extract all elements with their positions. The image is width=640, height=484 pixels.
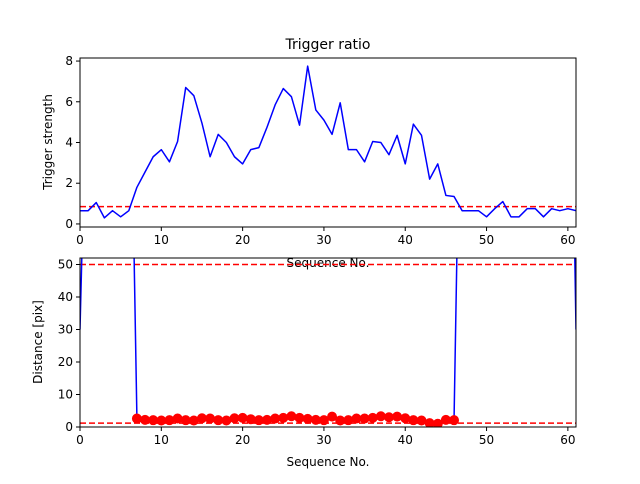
- top-x-axis-label: Sequence No.: [287, 256, 370, 270]
- data-point: [400, 413, 411, 424]
- data-point: [286, 411, 297, 422]
- y-tick-label: 50: [58, 258, 73, 272]
- y-tick-label: 4: [65, 136, 73, 150]
- bottom-axes-frame: [79, 257, 577, 428]
- data-point: [359, 413, 370, 424]
- top-axes: Trigger ratio 0 10 20 30 40 50 60 0 2 4 6 8 Sequenc…: [41, 37, 577, 270]
- data-point: [278, 412, 289, 423]
- data-point: [424, 418, 435, 427]
- data-point: [449, 415, 460, 426]
- top-series: [80, 65, 576, 219]
- data-point: [302, 413, 313, 424]
- bottom-x-axis-label: Sequence No.: [287, 455, 370, 469]
- x-tick-label: 60: [560, 233, 575, 247]
- y-tick-label: 2: [65, 176, 73, 190]
- x-tick-label: 10: [154, 233, 169, 247]
- bottom-axes: 0 10 20 30 40 50 60 0 10 20 30 40 50 Sequence No. Di…: [31, 252, 577, 469]
- top-axes-frame: [79, 57, 577, 228]
- x-tick-label: 50: [479, 233, 494, 247]
- x-tick-label: 0: [76, 433, 84, 447]
- data-point: [205, 413, 216, 424]
- data-point: [318, 415, 329, 426]
- data-point: [188, 415, 199, 426]
- top-chart-title: Trigger ratio: [284, 37, 370, 53]
- data-point: [131, 413, 142, 424]
- y-tick-label: 0: [65, 217, 73, 231]
- top-ticks: 0 10 20 30 40 50 60 0 2 4 6 8: [65, 54, 575, 247]
- data-point: [383, 412, 394, 423]
- data-point: [270, 413, 281, 424]
- x-tick-label: 20: [235, 233, 250, 247]
- y-tick-label: 40: [58, 290, 73, 304]
- y-tick-label: 8: [65, 54, 73, 68]
- y-tick-label: 0: [65, 420, 73, 434]
- data-point: [416, 415, 427, 426]
- y-tick-label: 30: [58, 323, 73, 337]
- x-tick-label: 0: [76, 233, 84, 247]
- x-tick-label: 10: [154, 433, 169, 447]
- data-point: [432, 418, 443, 427]
- data-point: [245, 414, 256, 425]
- x-tick-label: 30: [316, 433, 331, 447]
- data-point: [164, 415, 175, 426]
- data-point: [343, 415, 354, 426]
- bottom-ticks: 0 10 20 30 40 50 60 0 10 20 30 40 50: [58, 258, 576, 448]
- bottom-axes-top-mask: [80, 252, 576, 258]
- data-point: [294, 412, 305, 423]
- x-tick-label: 40: [398, 433, 413, 447]
- data-point: [221, 415, 232, 426]
- bottom-y-axis-label: Distance [pix]: [31, 300, 45, 384]
- x-tick-label: 50: [479, 433, 494, 447]
- data-point: [262, 414, 273, 425]
- data-point: [375, 411, 386, 422]
- top-y-axis-label: Trigger strength: [41, 94, 55, 191]
- y-tick-label: 6: [65, 95, 73, 109]
- data-point: [392, 411, 403, 422]
- x-tick-label: 20: [235, 433, 250, 447]
- bottom-series: [80, 258, 576, 427]
- data-point: [327, 411, 338, 422]
- x-tick-label: 40: [398, 233, 413, 247]
- data-point: [237, 412, 248, 423]
- data-point: [367, 412, 378, 423]
- x-tick-label: 60: [560, 433, 575, 447]
- x-tick-label: 30: [316, 233, 331, 247]
- y-tick-label: 20: [58, 355, 73, 369]
- y-tick-label: 10: [58, 388, 73, 402]
- series-line: [80, 65, 576, 219]
- data-point: [172, 413, 183, 424]
